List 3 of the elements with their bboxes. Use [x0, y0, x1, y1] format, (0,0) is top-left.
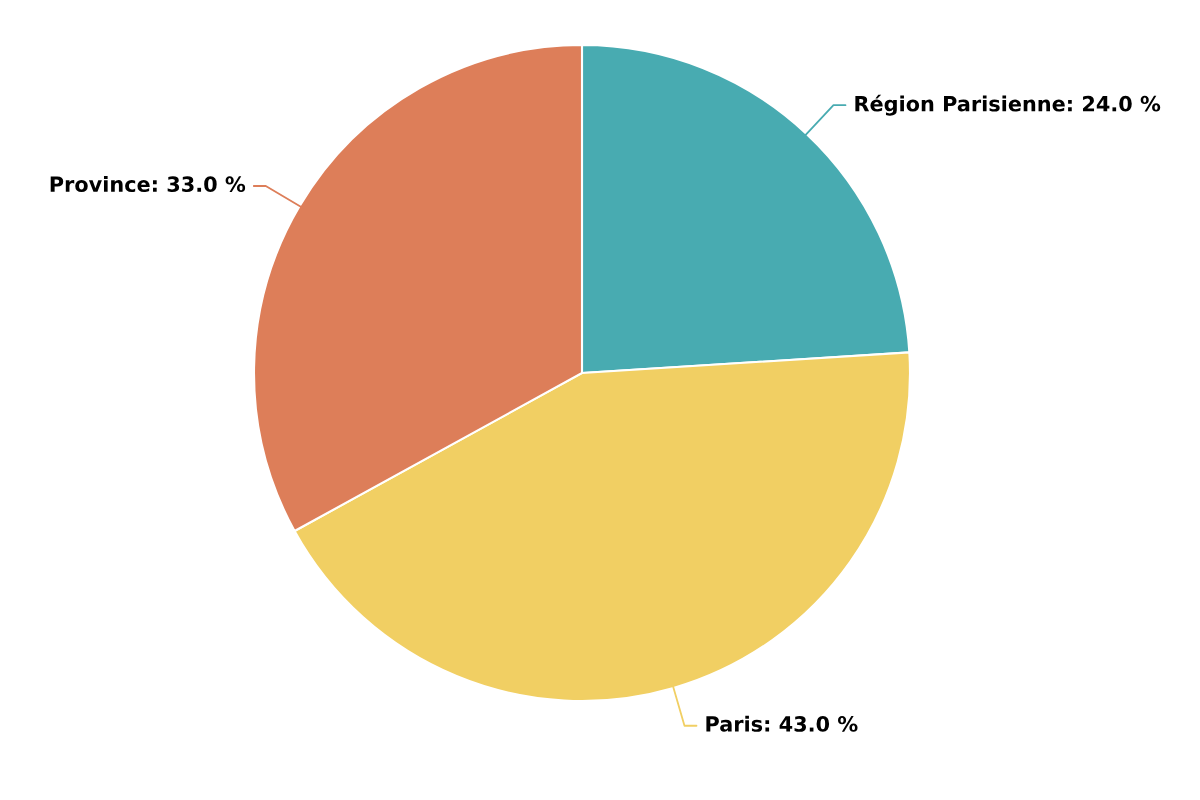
slice-label: Région Parisienne: 24.0 %	[855, 94, 1161, 116]
slice-label: Province: 33.0 %	[50, 175, 246, 193]
slice-label: Paris: 43.0 %	[706, 715, 858, 732]
